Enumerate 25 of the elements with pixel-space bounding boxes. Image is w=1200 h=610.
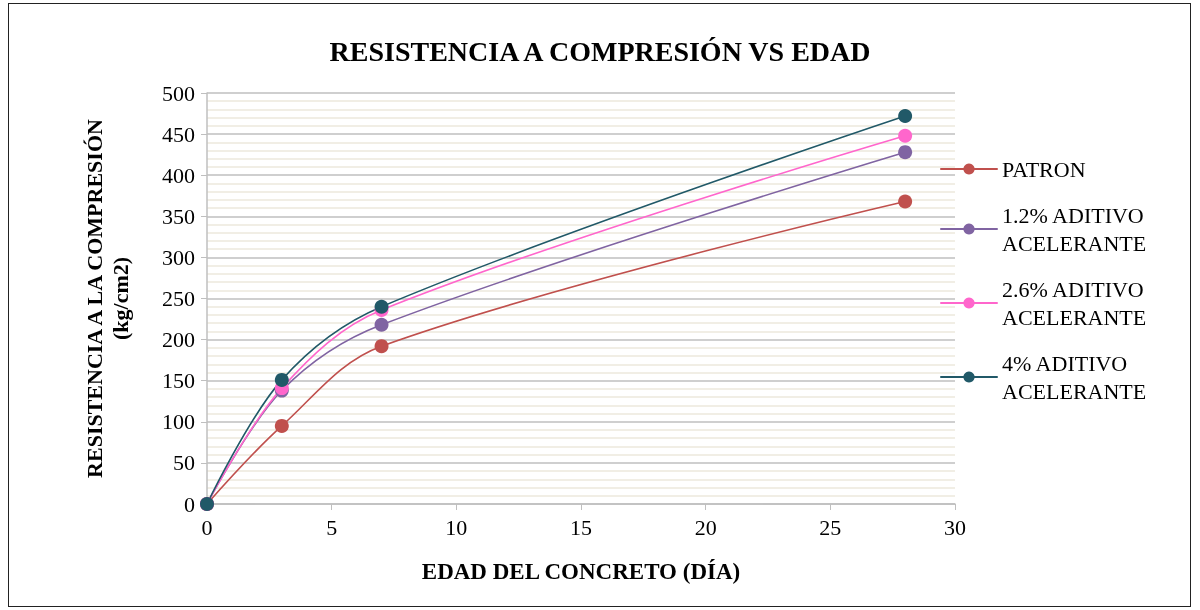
x-tick-label: 20 (694, 514, 717, 540)
x-axis-title: EDAD DEL CONCRETO (DÍA) (421, 559, 741, 584)
y-tick-label: 250 (162, 286, 195, 311)
y-tick-label: 100 (162, 409, 195, 435)
x-tick-label: 15 (570, 514, 592, 540)
x-tick-label: 10 (445, 514, 468, 540)
y-tick-label: 500 (162, 80, 195, 106)
y-tick-label: 50 (173, 450, 195, 476)
y-tick-label: 300 (162, 244, 195, 270)
x-tick-label: 5 (326, 514, 338, 540)
y-axis-title: RESISTENCIA A LA COMPRESIÓN (kg/cm2) (81, 118, 133, 478)
legend-label: 4% ADITIVO ACELERANTE (1002, 350, 1147, 404)
y-tick-label: 450 (162, 121, 195, 147)
chart-title: RESISTENCIA A COMPRESIÓN VS EDAD (329, 35, 871, 67)
y-tick-label: 350 (162, 203, 195, 229)
y-tick-label: 0 (184, 491, 195, 517)
y-tick-label: 200 (162, 327, 195, 353)
legend-label: PATRON (1002, 156, 1086, 182)
legend-label: 2.6% ADITIVO ACELERANTE (1002, 276, 1150, 330)
y-tick-label: 400 (162, 162, 195, 188)
y-tick-label: 150 (162, 368, 195, 394)
x-tick-label: 0 (201, 514, 213, 540)
legend-label: 1.2% ADITIVO ACELERANTE (1002, 202, 1150, 256)
x-tick-label: 30 (944, 514, 966, 540)
x-tick-label: 25 (819, 514, 842, 540)
